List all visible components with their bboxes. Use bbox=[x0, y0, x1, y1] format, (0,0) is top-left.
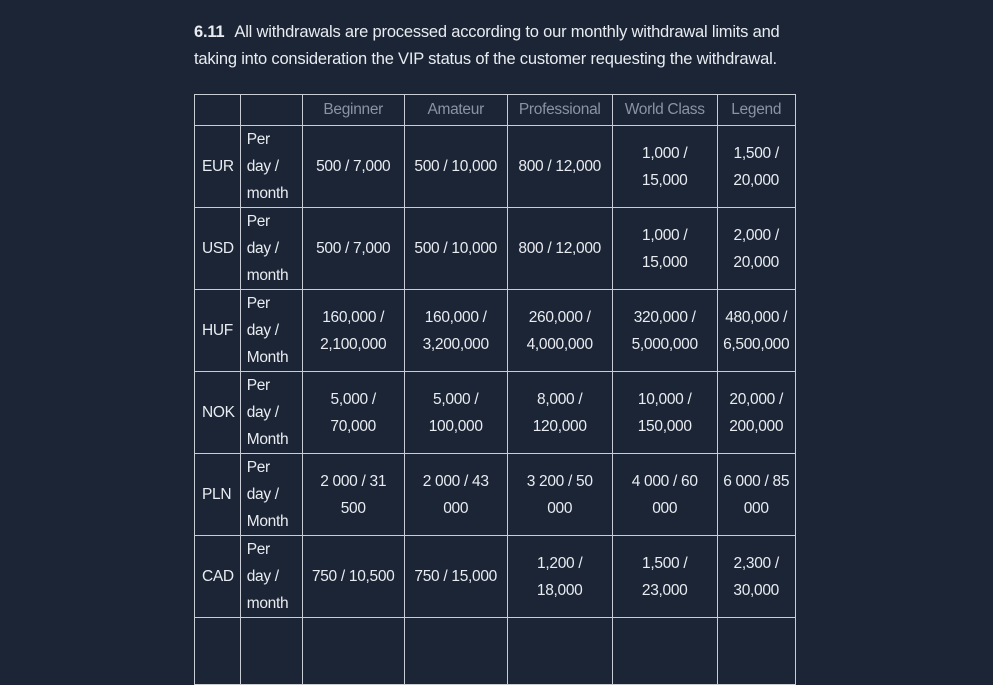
table-row: HUF Per day / Month 160,000 / 2,100,000 … bbox=[194, 289, 796, 372]
value-cell: 4 000 / 60 000 bbox=[611, 453, 718, 536]
value-cell: 2 000 / 31 500 bbox=[301, 453, 405, 536]
value-cell: 800 / 12,000 bbox=[506, 125, 613, 208]
header-cell bbox=[194, 94, 241, 126]
section-content: 6.11 All withdrawals are processed accord… bbox=[194, 19, 814, 73]
value-cell: 1,000 / 15,000 bbox=[611, 125, 718, 208]
value-cell: 2 000 / 43 000 bbox=[403, 453, 508, 536]
value-cell: 500 / 7,000 bbox=[301, 207, 405, 290]
value-cell: 500 / 10,000 bbox=[403, 125, 508, 208]
table-row: USD Per day / month 500 / 7,000 500 / 10… bbox=[194, 207, 796, 290]
currency-cell: HUF bbox=[194, 289, 241, 372]
value-cell: 6 000 / 85 000 bbox=[716, 453, 796, 536]
currency-cell: USD bbox=[194, 207, 241, 290]
period-cell: Per day / Month bbox=[239, 453, 303, 536]
period-cell: Per day / month bbox=[239, 207, 303, 290]
section-paragraph: 6.11 All withdrawals are processed accord… bbox=[194, 19, 814, 73]
table-row-partial bbox=[194, 617, 796, 685]
currency-cell: EUR bbox=[194, 125, 241, 208]
value-cell: 500 / 10,000 bbox=[403, 207, 508, 290]
period-cell: Per day / month bbox=[239, 535, 303, 618]
header-cell: Amateur bbox=[403, 94, 508, 126]
currency-cell: CAD bbox=[194, 535, 241, 618]
value-cell: 750 / 10,500 bbox=[301, 535, 405, 618]
section-number: 6.11 bbox=[194, 23, 225, 41]
table-header-row: Beginner Amateur Professional World Clas… bbox=[194, 94, 796, 126]
table-row: EUR Per day / month 500 / 7,000 500 / 10… bbox=[194, 125, 796, 208]
header-cell: Professional bbox=[506, 94, 613, 126]
value-cell: 2,000 / 20,000 bbox=[716, 207, 796, 290]
currency-cell: NOK bbox=[194, 371, 241, 454]
table-row: CAD Per day / month 750 / 10,500 750 / 1… bbox=[194, 535, 796, 618]
header-cell: Legend bbox=[716, 94, 796, 126]
header-cell bbox=[239, 94, 303, 126]
value-cell: 1,000 / 15,000 bbox=[611, 207, 718, 290]
value-cell: 1,200 / 18,000 bbox=[506, 535, 613, 618]
value-cell: 2,300 / 30,000 bbox=[716, 535, 796, 618]
period-cell: Per day / Month bbox=[239, 289, 303, 372]
value-cell: 5,000 / 100,000 bbox=[403, 371, 508, 454]
value-cell: 160,000 / 3,200,000 bbox=[403, 289, 508, 372]
header-cell: Beginner bbox=[301, 94, 405, 126]
currency-cell: PLN bbox=[194, 453, 241, 536]
table-row: PLN Per day / Month 2 000 / 31 500 2 000… bbox=[194, 453, 796, 536]
header-cell: World Class bbox=[611, 94, 718, 126]
value-cell: 320,000 / 5,000,000 bbox=[611, 289, 718, 372]
value-cell: 10,000 / 150,000 bbox=[611, 371, 718, 454]
withdrawal-limits-table: Beginner Amateur Professional World Clas… bbox=[194, 94, 796, 685]
value-cell: 500 / 7,000 bbox=[301, 125, 405, 208]
table-row: NOK Per day / Month 5,000 / 70,000 5,000… bbox=[194, 371, 796, 454]
period-cell: Per day / Month bbox=[239, 371, 303, 454]
value-cell: 8,000 / 120,000 bbox=[506, 371, 613, 454]
value-cell: 260,000 / 4,000,000 bbox=[506, 289, 613, 372]
value-cell: 3 200 / 50 000 bbox=[506, 453, 613, 536]
value-cell: 160,000 / 2,100,000 bbox=[301, 289, 405, 372]
value-cell: 1,500 / 20,000 bbox=[716, 125, 796, 208]
value-cell: 750 / 15,000 bbox=[403, 535, 508, 618]
value-cell: 20,000 / 200,000 bbox=[716, 371, 796, 454]
value-cell: 800 / 12,000 bbox=[506, 207, 613, 290]
period-cell: Per day / month bbox=[239, 125, 303, 208]
value-cell: 1,500 / 23,000 bbox=[611, 535, 718, 618]
section-text: All withdrawals are processed according … bbox=[194, 23, 780, 68]
value-cell: 5,000 / 70,000 bbox=[301, 371, 405, 454]
value-cell: 480,000 / 6,500,000 bbox=[716, 289, 796, 372]
